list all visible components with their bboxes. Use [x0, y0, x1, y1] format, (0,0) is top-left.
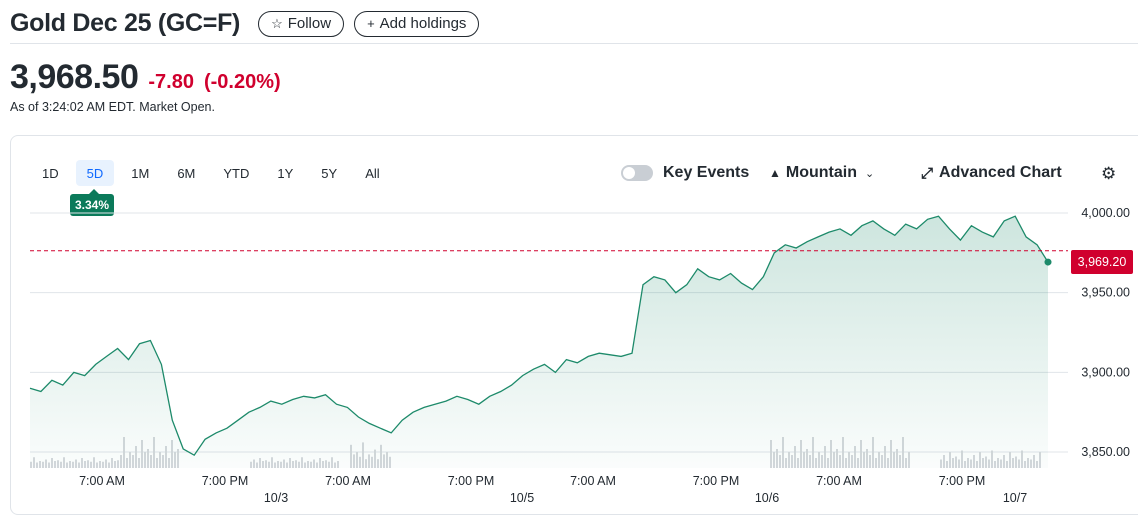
page-header: Gold Dec 25 (GC=F) ☆ Follow + Add holdin… — [10, 4, 1138, 44]
x-tick-label: 7:00 PM — [448, 474, 495, 488]
x-tick-label: 7:00 PM — [202, 474, 249, 488]
range-6m[interactable]: 6M — [177, 165, 196, 181]
range-5y[interactable]: 5Y — [321, 165, 338, 181]
plus-icon: + — [367, 16, 375, 31]
range-all[interactable]: All — [365, 165, 380, 181]
quote-timestamp: As of 3:24:02 AM EDT. Market Open. — [10, 100, 215, 114]
range-ytd[interactable]: YTD — [223, 165, 250, 181]
x-tick-label: 7:00 AM — [816, 474, 862, 488]
mountain-icon: ▲ — [769, 166, 781, 180]
settings-button[interactable]: ⚙ — [1101, 164, 1116, 184]
key-events-label: Key Events — [663, 164, 750, 181]
add-holdings-button[interactable]: + Add holdings — [354, 10, 480, 37]
price-change: -7.80 — [148, 71, 194, 93]
x-tick-label: 7:00 AM — [570, 474, 616, 488]
page-title: Gold Dec 25 (GC=F) — [10, 9, 241, 37]
chart-type-dropdown[interactable]: ▲ Mountain ⌄ — [769, 164, 874, 182]
x-tick-label: 7:00 AM — [79, 474, 125, 488]
follow-button[interactable]: ☆ Follow — [258, 10, 345, 37]
advanced-chart-button[interactable]: ⤢ Advanced Chart — [921, 164, 1062, 182]
range-1y[interactable]: 1Y — [277, 165, 294, 181]
follow-label: Follow — [287, 15, 332, 32]
range-change-badge: 3.34% — [70, 189, 115, 216]
range-selector: 1D 5D 1M 6M YTD 1Y 5Y All — [31, 160, 391, 186]
price-change-percent: (-0.20%) — [203, 71, 281, 93]
toggle-switch[interactable] — [621, 165, 653, 181]
x-tick-label: 7:00 PM — [693, 474, 740, 488]
last-price-tag: 3,969.20 — [1071, 250, 1133, 274]
y-tick-label: 4,000.00 — [1081, 206, 1130, 220]
last-price-dot — [1044, 258, 1052, 266]
expand-icon: ⤢ — [921, 164, 934, 182]
gear-icon: ⚙ — [1101, 164, 1117, 183]
advanced-chart-label: Advanced Chart — [939, 164, 1062, 181]
range-1m[interactable]: 1M — [131, 165, 150, 181]
chart-type-label: Mountain — [785, 164, 857, 181]
chevron-down-icon: ⌄ — [864, 167, 875, 180]
current-price: 3,968.50 — [10, 58, 139, 96]
add-holdings-label: Add holdings — [379, 15, 467, 32]
y-tick-label: 3,900.00 — [1081, 365, 1130, 379]
y-tick-label: 3,950.00 — [1081, 286, 1130, 300]
date-label: 10/5 — [510, 491, 534, 505]
key-events-toggle[interactable]: Key Events — [621, 164, 749, 182]
price-line — [29, 215, 1049, 457]
y-tick-label: 3,850.00 — [1081, 445, 1130, 459]
range-5d[interactable]: 5D — [75, 160, 115, 186]
price-chart[interactable]: 4,000.00 3,950.00 3,900.00 3,850.00 7:00 AM 7… — [10, 135, 1138, 507]
date-label: 10/6 — [755, 491, 779, 505]
range-1d[interactable]: 1D — [42, 165, 59, 181]
quote-summary: 3,968.50 -7.80 (-0.20%) — [10, 58, 281, 97]
date-label: 10/7 — [1003, 491, 1027, 505]
x-tick-label: 7:00 AM — [325, 474, 371, 488]
star-icon: ☆ — [271, 15, 283, 31]
price-area — [30, 216, 1048, 468]
x-tick-label: 7:00 PM — [939, 474, 986, 488]
date-label: 10/3 — [264, 491, 288, 505]
